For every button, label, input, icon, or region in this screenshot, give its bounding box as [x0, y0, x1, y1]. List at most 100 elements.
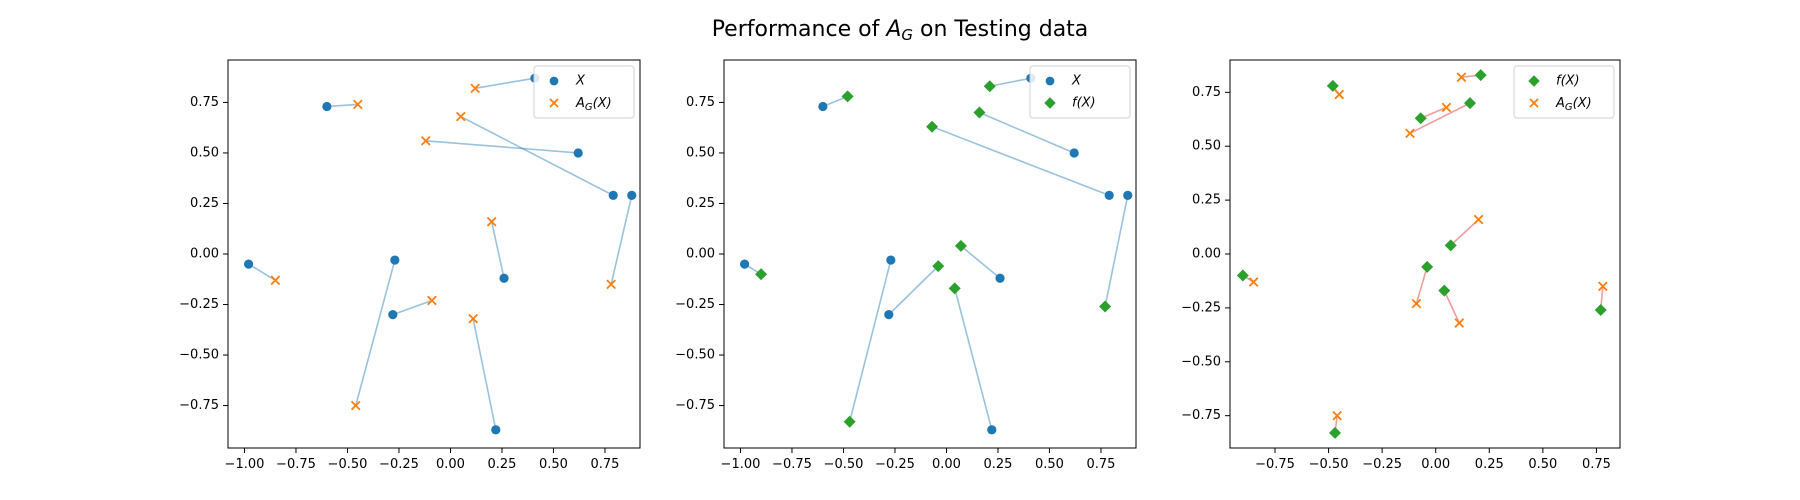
subplots: −1.00 −0.75 −0.50 −0.25 0.00 0.25 0.50 0.75 −0.7…: [179, 59, 1621, 472]
point-x: [818, 101, 828, 112]
legend-label: X: [575, 74, 586, 89]
legend-marker-x: [1045, 76, 1055, 86]
y-tick-label: −0.50: [1181, 354, 1221, 369]
point-ag: [1473, 214, 1484, 225]
pair-link: [326, 103, 358, 108]
pair-link: [1420, 106, 1447, 119]
y-tick-label: 0.75: [190, 95, 219, 110]
point-ag: [1598, 281, 1608, 292]
x-tick-label: −0.25: [875, 457, 915, 472]
point-x: [322, 101, 332, 112]
legend-marker-fx: [1044, 97, 1056, 109]
y-tick-label: 0.75: [686, 95, 715, 110]
point-ag: [1405, 128, 1415, 139]
point-x: [573, 148, 583, 158]
point-fx: [1474, 69, 1487, 82]
legend-label: f(X): [1072, 96, 1096, 111]
pair-link: [472, 318, 497, 430]
point-ag: [606, 279, 616, 290]
pair-link: [475, 77, 536, 90]
x-tick-label: 0.25: [984, 457, 1013, 472]
title-prefix: Performance of: [712, 17, 887, 42]
x-tick-label: 0.75: [591, 457, 620, 472]
point-x: [884, 310, 894, 320]
point-ag: [468, 313, 478, 324]
point-fx: [1099, 300, 1112, 313]
legend-label: AG(X): [1555, 96, 1592, 114]
point-fx: [926, 120, 939, 133]
pair-link: [953, 288, 993, 431]
y-tick-label: −0.50: [179, 348, 219, 363]
x-tick-label: −0.50: [328, 457, 368, 472]
point-x: [390, 255, 400, 265]
point-x: [244, 259, 254, 269]
pair-link: [248, 263, 276, 281]
pair-link: [979, 111, 1075, 154]
legend-label: AG(X): [575, 96, 612, 114]
y-tick-label: 0.25: [686, 196, 715, 211]
point-x: [1123, 190, 1133, 200]
point-fx: [1464, 97, 1476, 110]
point-ag: [1454, 318, 1465, 328]
pair-link: [1415, 266, 1428, 304]
point-ag: [1248, 277, 1259, 287]
figure-title: Performance of AG on Testing data: [712, 17, 1089, 44]
pair-link: [610, 195, 633, 285]
x-tick-label: −0.75: [772, 457, 812, 472]
x-tick-label: −1.00: [225, 457, 265, 472]
y-tick-label: 0.00: [686, 247, 715, 262]
point-x: [987, 425, 997, 435]
y-tick-label: 0.25: [190, 196, 219, 211]
legend-marker-ag: [549, 98, 559, 108]
x-tick-label: −0.50: [1309, 457, 1349, 472]
title-suffix: on Testing data: [913, 17, 1088, 42]
point-fx: [841, 90, 854, 103]
legend-marker-x: [549, 76, 559, 86]
x-tick-label: −0.50: [824, 457, 864, 472]
y-tick-label: −0.75: [1181, 408, 1221, 423]
pair-link: [392, 299, 433, 316]
point-fx: [755, 268, 768, 281]
pair-link: [1450, 218, 1480, 246]
pair-link: [931, 125, 1110, 197]
point-fx: [843, 415, 856, 428]
legend-label: X: [1071, 74, 1082, 89]
legend-box: [533, 65, 635, 119]
point-ag: [270, 275, 281, 286]
point-x: [627, 190, 637, 200]
series-ag: [1248, 72, 1608, 421]
x-tick-label: 0.00: [1421, 457, 1450, 472]
y-tick-label: 0.50: [1192, 139, 1221, 154]
series-x: [244, 73, 637, 435]
point-fx: [1444, 239, 1457, 252]
point-fx: [1594, 304, 1607, 317]
x-tick-label: 0.00: [932, 457, 961, 472]
y-tick-label: 0.00: [190, 247, 219, 262]
pair-link: [848, 259, 892, 422]
x-tick-label: 0.25: [488, 457, 517, 472]
point-x: [491, 425, 501, 435]
point-ag: [1332, 410, 1342, 421]
pair-link: [490, 221, 505, 279]
title-subscript: G: [901, 26, 913, 44]
point-fx: [1438, 284, 1451, 297]
legend: Xf(X): [1029, 65, 1131, 119]
series-fx: [755, 80, 1112, 428]
x-tick-label: 0.50: [1035, 457, 1064, 472]
series-fx: [1236, 69, 1607, 439]
point-ag: [352, 99, 363, 110]
point-fx: [1421, 260, 1434, 273]
subplot-1: −1.00 −0.75 −0.50 −0.25 0.00 0.25 0.50 0.75 −0.7…: [179, 59, 641, 472]
point-x: [886, 255, 896, 265]
subplot-2: −1.00 −0.75 −0.50 −0.25 0.00 0.25 0.50 0.75 −0.7…: [675, 59, 1137, 472]
point-x: [1104, 190, 1114, 200]
x-tick-label: 0.75: [1087, 457, 1116, 472]
point-ag: [350, 400, 361, 411]
y-tick-label: 0.25: [1192, 193, 1221, 208]
point-ag: [470, 83, 481, 94]
point-fx: [954, 239, 967, 252]
point-ag: [427, 295, 437, 306]
point-ag: [486, 216, 497, 227]
point-x: [995, 273, 1005, 283]
